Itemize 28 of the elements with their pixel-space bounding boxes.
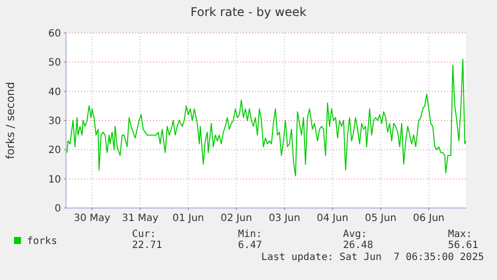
chart-title: Fork rate - by week	[190, 5, 306, 19]
x-tick-label: 05 Jun	[364, 213, 396, 224]
text: 26.48	[343, 240, 374, 251]
x-tick-label: 03 Jun	[268, 213, 300, 224]
text: 22.71	[132, 240, 162, 251]
text: 6.47	[238, 240, 262, 251]
y-axis-title: forks / second	[4, 82, 17, 160]
x-tick-label: 30 May	[74, 213, 110, 224]
y-tick-label: 30	[48, 116, 61, 127]
y-tick-label: 40	[48, 86, 61, 98]
x-tick-label: 06 Jun	[412, 213, 445, 224]
line-series	[66, 58, 466, 176]
text: Min:	[238, 229, 262, 240]
y-tick-label: 10	[48, 174, 61, 186]
y-tick-label: 0	[54, 204, 61, 214]
legend-label: forks	[27, 236, 58, 247]
y-tick-label: 60	[48, 28, 61, 40]
text: Last update: Sat Jun 7 06:35:00 2025	[261, 252, 484, 263]
text: Max:	[448, 229, 472, 240]
text: Avg:	[343, 229, 368, 240]
y-tick-label: 50	[48, 58, 61, 69]
x-tick-label: 04 Jun	[316, 213, 348, 224]
x-tick-label: 02 Jun	[220, 213, 252, 224]
y-tick-label: 20	[48, 145, 61, 156]
x-tick-label: 31 May	[122, 213, 159, 224]
text: Cur:	[132, 229, 156, 240]
x-tick-label: 01 Jun	[172, 213, 204, 224]
text: 56.61	[448, 240, 478, 251]
